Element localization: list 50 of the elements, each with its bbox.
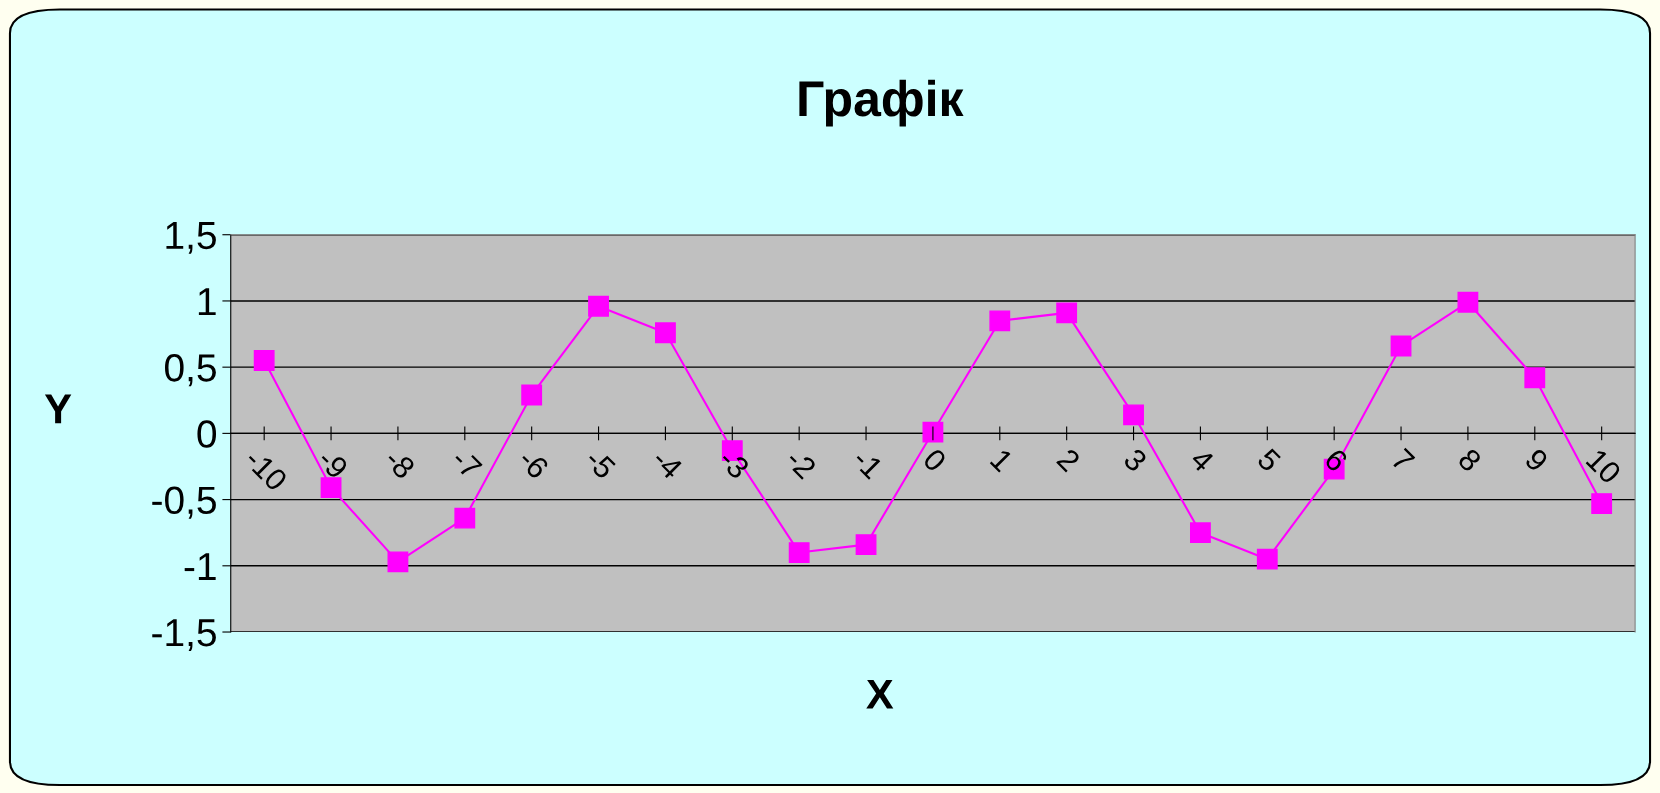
point [1056, 302, 1078, 324]
x-tick-label: 7 [1390, 447, 1416, 473]
x-tick-label: -3 [717, 447, 751, 481]
y-tick-label: 0 [197, 420, 217, 448]
point [320, 477, 342, 499]
point [521, 384, 543, 406]
point [1189, 522, 1211, 544]
point [788, 542, 810, 563]
y-axis-title: Y [44, 394, 72, 424]
point [1390, 335, 1412, 357]
x-tick-label: -5 [584, 447, 617, 481]
x-tick-label: 8 [1457, 447, 1483, 473]
x-tick-label: -1 [851, 447, 884, 480]
x-tick-label: -10 [243, 447, 289, 493]
y-tick-label: 0,5 [165, 354, 216, 387]
x-tick-label: 4 [1189, 447, 1216, 473]
chart-title: Графік [799, 79, 964, 127]
x-tick-label: -7 [450, 447, 483, 480]
x-tick-label: -8 [383, 447, 417, 481]
y-tick-label: -1,5 [152, 619, 216, 652]
point [855, 534, 877, 556]
x-tick-label: -2 [784, 447, 818, 480]
x-tick-label: 0 [921, 447, 948, 473]
y-tick-label: -1 [184, 553, 216, 580]
x-tick-label: 3 [1122, 447, 1149, 473]
point [253, 350, 275, 371]
point [387, 551, 409, 573]
y-tick-label: 1,5 [166, 222, 216, 254]
x-tick-label: 5 [1256, 447, 1282, 473]
point [1591, 493, 1613, 514]
x-tick-label: -9 [316, 447, 350, 480]
x-axis-title: X [866, 679, 894, 709]
x-tick-label: 6 [1323, 447, 1349, 473]
point [588, 295, 609, 317]
x-tick-label: 2 [1056, 447, 1082, 473]
point [655, 322, 676, 344]
point [1256, 548, 1278, 570]
point [1457, 291, 1479, 313]
y-tick-label: -0,5 [152, 486, 216, 519]
x-tick-label: 10 [1585, 448, 1623, 485]
point [922, 421, 944, 443]
point [1123, 404, 1144, 426]
x-tick-label: -4 [651, 447, 684, 481]
x-tick-label: 1 [989, 448, 1015, 473]
point [989, 310, 1011, 332]
x-tick-label: 9 [1523, 447, 1550, 473]
point [454, 507, 476, 529]
y-tick-label: 1 [198, 288, 216, 316]
point [1524, 367, 1546, 389]
x-tick-label: -6 [517, 447, 550, 481]
